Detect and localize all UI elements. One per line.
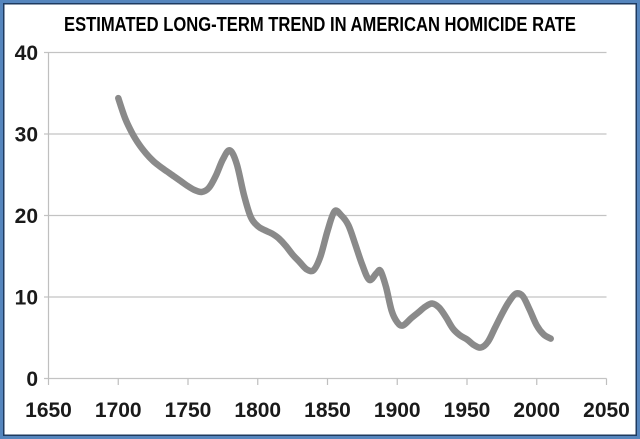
x-tick-label: 1900 [374,399,421,422]
axes [47,52,608,385]
trend-line [115,94,554,351]
x-tick-label: 1700 [95,399,142,422]
chart-title: ESTIMATED LONG-TERM TREND IN AMERICAN HO… [64,14,576,36]
y-tick-label: 10 [15,287,38,310]
x-tick-label: 2000 [513,399,560,422]
y-tick-label: 0 [26,368,38,391]
x-tick-label: 1650 [25,399,72,422]
x-tick-label: 1950 [444,399,491,422]
series-homicide_rate [115,94,554,351]
y-tick-label: 30 [15,124,38,147]
y-tick-label: 40 [15,42,38,65]
x-tick-label: 1750 [165,399,212,422]
tick-labels: 0 10 20 30 40 1650 1700 1750 1800 1850 1900 1950 200… [15,42,630,422]
x-tick-label: 1800 [234,399,281,422]
y-tick-label: 20 [15,205,38,228]
x-tick-label: 2050 [583,399,630,422]
gridlines [44,51,607,380]
x-tick-label: 1850 [304,399,351,422]
